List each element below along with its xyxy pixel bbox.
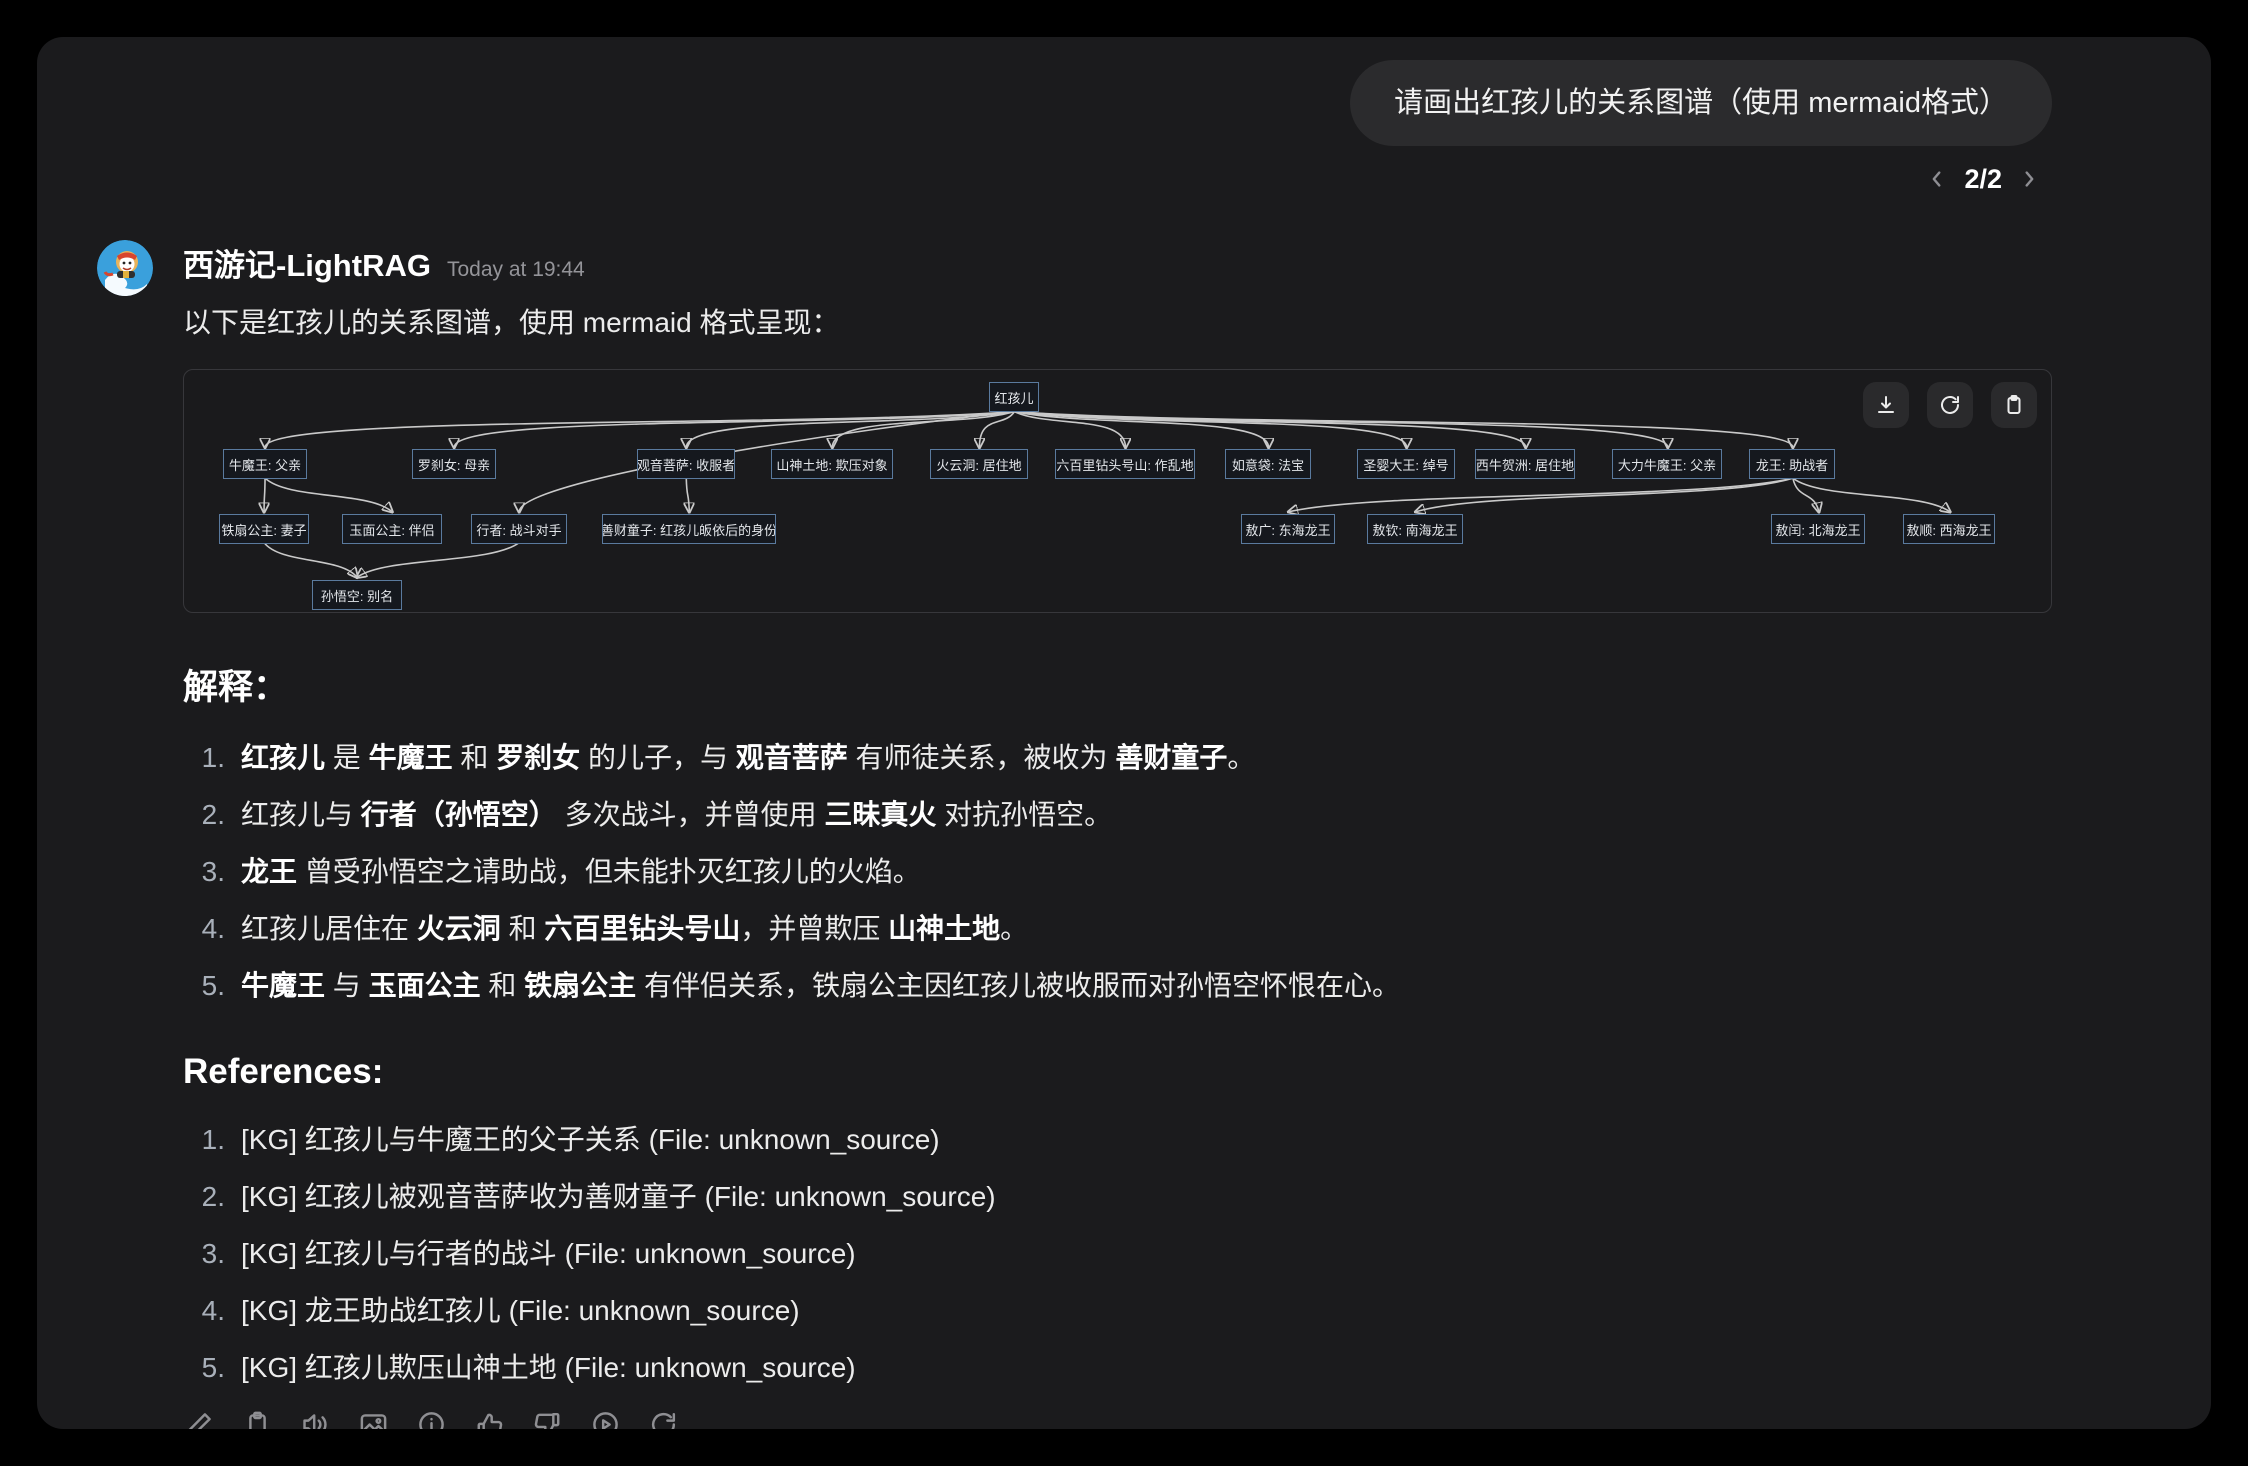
info-icon <box>418 1411 444 1429</box>
explanation-list: 1. 红孩儿 是 牛魔王 和 罗刹女 的儿子，与 观音菩萨 有师徒关系，被收为 善… <box>183 738 2052 1006</box>
diagram-node: 行者: 战斗对手 <box>471 514 567 544</box>
chevron-left-icon[interactable] <box>1926 168 1948 190</box>
chevron-right-icon[interactable] <box>2018 168 2040 190</box>
diagram-node: 孙悟空: 别名 <box>312 580 402 610</box>
message-toolbar <box>183 1408 2052 1429</box>
reference-item: 3. [KG] 红孩儿与行者的战斗 (File: unknown_source) <box>201 1238 856 1269</box>
diagram-node: 如意袋: 法宝 <box>1225 449 1311 479</box>
clipboard-icon <box>2007 395 2021 414</box>
reference-item: 4. [KG] 龙王助战红孩儿 (File: unknown_source) <box>201 1295 800 1326</box>
download-diagram-button[interactable] <box>1863 382 1909 428</box>
pencil-icon <box>187 1412 211 1429</box>
reference-item: 5. [KG] 红孩儿欺压山神土地 (File: unknown_source) <box>201 1352 856 1383</box>
diagram-node: 善财童子: 红孩儿皈依后的身份 <box>602 514 776 544</box>
diagram-node: 牛魔王: 父亲 <box>223 449 307 479</box>
diagram-edges <box>184 410 2051 612</box>
thumbs-down-button[interactable] <box>531 1408 563 1429</box>
mermaid-diagram: 红孩儿牛魔王: 父亲 罗刹女: 母亲 观音菩萨: 收服者 山神土地: 欺压对象 火云洞:… <box>183 369 2052 613</box>
explanation-item: 5. 牛魔王 与 玉面公主 和 铁扇公主 有伴侣关系，铁扇公主因红孩儿被收服而对孙… <box>201 970 1400 1001</box>
diagram-actions <box>1863 382 2037 428</box>
diagram-node: 山神土地: 欺压对象 <box>771 449 893 479</box>
download-icon <box>1878 396 1894 413</box>
explanation-item: 2. 红孩儿与 行者（孙悟空） 多次战斗，并曾使用 三昧真火 对抗孙悟空。 <box>201 799 1113 830</box>
bot-message: 西游记-LightRAG Today at 19:44 以下是红孩儿的关系图谱，… <box>37 240 2211 1429</box>
bot-name: 西游记-LightRAG <box>183 248 431 283</box>
bot-avatar[interactable] <box>97 240 153 296</box>
image-button[interactable] <box>357 1408 389 1429</box>
diagram-node: 西牛贺洲: 居住地 <box>1475 449 1575 479</box>
diagram-node: 红孩儿 <box>989 382 1039 412</box>
diagram-node: 敖顺: 西海龙王 <box>1903 514 1995 544</box>
diagram-node: 敖闰: 北海龙王 <box>1771 514 1865 544</box>
response-pager: 2/2 <box>37 146 2211 196</box>
diagram-node: 观音菩萨: 收服者 <box>637 449 735 479</box>
copy-button[interactable] <box>241 1408 273 1429</box>
pager-label: 2/2 <box>1964 163 2002 194</box>
regenerate-button[interactable] <box>647 1408 679 1429</box>
refresh-icon <box>1941 396 1959 414</box>
read-aloud-button[interactable] <box>299 1408 331 1429</box>
diagram-node: 罗刹女: 母亲 <box>412 449 496 479</box>
message-timestamp: Today at 19:44 <box>446 258 585 281</box>
chat-window: 请画出红孩儿的关系图谱（使用 mermaid格式） 2/2 <box>37 37 2211 1429</box>
thumbs-up-icon <box>477 1413 502 1429</box>
diagram-node: 火云洞: 居住地 <box>930 449 1028 479</box>
speaker-icon <box>302 1413 327 1429</box>
explanation-item: 1. 红孩儿 是 牛魔王 和 罗刹女 的儿子，与 观音菩萨 有师徒关系，被收为 善… <box>201 742 1256 773</box>
references-heading: References: <box>183 1052 384 1091</box>
explanation-item: 3. 龙王 曾受孙悟空之请助战，但未能扑灭红孩儿的火焰。 <box>201 856 921 887</box>
edit-button[interactable] <box>183 1408 215 1429</box>
clipboard-icon <box>248 1411 266 1429</box>
diagram-node: 铁扇公主: 妻子 <box>219 514 309 544</box>
diagram-node: 六百里钻头号山: 作乱地 <box>1055 449 1195 479</box>
diagram-node: 龙王: 助战者 <box>1749 449 1835 479</box>
info-button[interactable] <box>415 1408 447 1429</box>
reference-item: 1. [KG] 红孩儿与牛魔王的父子关系 (File: unknown_sourc… <box>201 1124 940 1155</box>
play-circle-icon <box>592 1411 618 1429</box>
copy-diagram-button[interactable] <box>1991 382 2037 428</box>
diagram-node: 敖钦: 南海龙王 <box>1367 514 1463 544</box>
diagram-node: 敖广: 东海龙王 <box>1241 514 1335 544</box>
references-list: 1. [KG] 红孩儿与牛魔王的父子关系 (File: unknown_sourc… <box>183 1120 2052 1388</box>
image-icon <box>360 1413 386 1429</box>
diagram-node: 玉面公主: 伴侣 <box>342 514 442 544</box>
diagram-node: 圣婴大王: 绰号 <box>1357 449 1455 479</box>
bot-intro-text: 以下是红孩儿的关系图谱，使用 mermaid 格式呈现： <box>183 307 840 338</box>
explanation-heading: 解释： <box>183 668 289 707</box>
regenerate-icon <box>651 1412 675 1429</box>
user-message-bubble: 请画出红孩儿的关系图谱（使用 mermaid格式） <box>1350 60 2052 146</box>
thumbs-up-button[interactable] <box>473 1408 505 1429</box>
thumbs-down-icon <box>534 1412 559 1429</box>
play-button[interactable] <box>589 1408 621 1429</box>
refresh-diagram-button[interactable] <box>1927 382 1973 428</box>
reference-item: 2. [KG] 红孩儿被观音菩萨收为善财童子 (File: unknown_sou… <box>201 1181 996 1212</box>
diagram-node: 大力牛魔王: 父亲 <box>1612 449 1722 479</box>
explanation-item: 4. 红孩儿居住在 火云洞 和 六百里钻头号山，并曾欺压 山神土地。 <box>201 913 1029 944</box>
